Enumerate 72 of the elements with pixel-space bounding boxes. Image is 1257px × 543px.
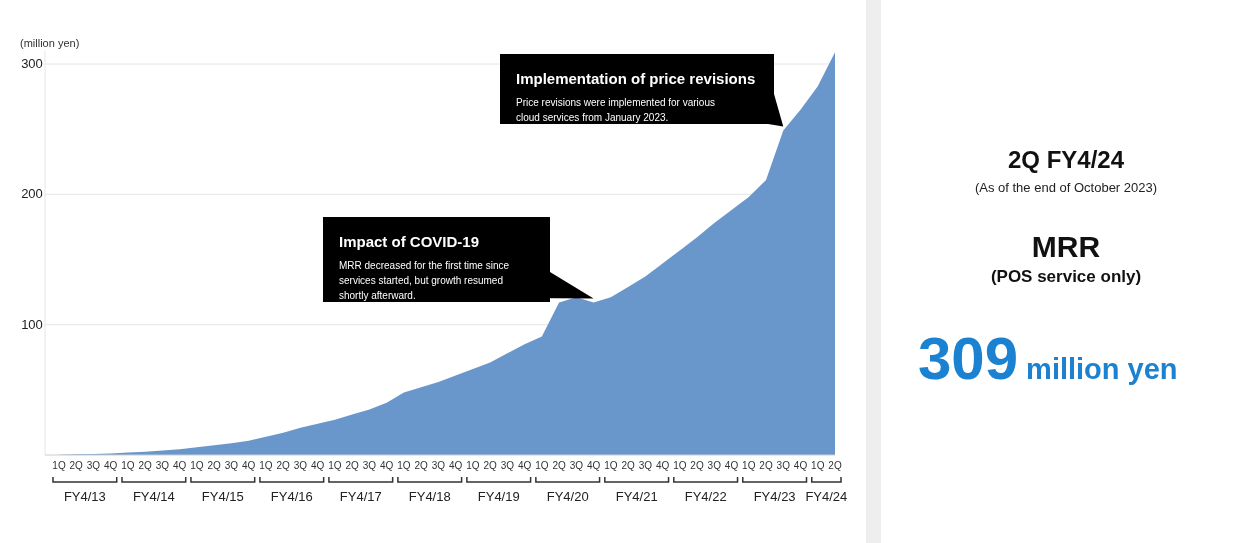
text: MRR (1031, 230, 1101, 263)
x-tick-label: 1Q (811, 460, 825, 471)
x-tick-label: 3Q (86, 460, 101, 471)
text: FY4/23 (753, 489, 796, 504)
text: FY4/18 (408, 489, 451, 504)
text: FY4/19 (477, 489, 520, 504)
x-tick-label: 2Q (207, 460, 222, 471)
x-tick-label: 4Q (379, 460, 394, 471)
text: FY4/16 (270, 489, 313, 504)
x-tick-label: 2Q (552, 460, 566, 471)
x-tick-label: 4Q (104, 460, 118, 471)
x-tick-label: 2Q (828, 460, 842, 471)
text: FY4/13 (63, 489, 106, 504)
x-tick-label: 1Q (52, 460, 66, 471)
y-tick-label: 100 (21, 316, 43, 332)
x-tick-label: 1Q (742, 460, 756, 471)
x-tick-label: 2Q (759, 460, 773, 471)
x-tick-label: 3Q (362, 460, 377, 471)
y-tick-label: 300 (21, 56, 43, 72)
x-tick-label: 3Q (293, 460, 308, 471)
text: 2Q FY4/24 (1007, 146, 1125, 173)
x-tick-label: 2Q (345, 460, 360, 471)
x-tick-label: 1Q (397, 460, 411, 471)
x-tick-label: 3Q (500, 460, 515, 471)
x-tick-label: 1Q (121, 460, 135, 471)
x-tick-label: 4Q (242, 460, 256, 471)
x-tick-label: 1Q (466, 460, 480, 471)
x-tick-label: 3Q (155, 460, 170, 471)
text: FY4/15 (201, 489, 244, 504)
x-tick-label: 2Q (690, 460, 704, 471)
y-tick-label: 200 (21, 186, 43, 202)
x-tick-label: 1Q (190, 460, 204, 471)
text: FY4/21 (615, 489, 658, 504)
annotation: MRR decreased for the first time since services started, but growth resumed shortly afterward. (339, 260, 510, 301)
x-tick-label: 4Q (173, 460, 187, 471)
text: 309 (918, 325, 1019, 392)
x-tick-label: 4Q (724, 460, 739, 471)
x-tick-label: 3Q (707, 460, 722, 471)
text: million yen (1026, 353, 1178, 385)
x-tick-label: 4Q (655, 460, 670, 471)
x-tick-label: 4Q (517, 460, 532, 471)
x-tick-label: 3Q (569, 460, 584, 471)
annotation: Price revisions were implemented for various cloud services from January 2023. (516, 97, 715, 123)
text: FY4/14 (132, 489, 175, 504)
x-tick-label: 1Q (673, 460, 687, 471)
text: FY4/17 (339, 489, 382, 504)
x-tick-label: 4Q (448, 460, 463, 471)
x-tick-label: 3Q (638, 460, 653, 471)
x-tick-label: 4Q (310, 460, 325, 471)
x-tick-label: 1Q (604, 460, 618, 471)
x-tick-label: 1Q (259, 460, 273, 471)
x-tick-label: 1Q (535, 460, 549, 471)
x-tick-label: 4Q (793, 460, 808, 471)
annotation: Implementation of price revisions (516, 70, 756, 87)
x-tick-label: 2Q (483, 460, 497, 471)
annotation: Impact of COVID-19 (339, 233, 480, 250)
x-tick-label: 2Q (138, 460, 153, 471)
x-tick-label: 2Q (69, 460, 84, 471)
x-tick-label: 3Q (431, 460, 446, 471)
x-tick-label: 4Q (586, 460, 601, 471)
x-tick-label: 2Q (414, 460, 429, 471)
y-axis-title: (million yen) (20, 37, 80, 49)
text: FY4/20 (546, 489, 589, 504)
text: (POS service only) (990, 267, 1142, 286)
x-tick-label: 2Q (621, 460, 635, 471)
x-tick-label: 3Q (224, 460, 239, 471)
x-tick-label: 1Q (328, 460, 342, 471)
text: FY4/24 (805, 489, 848, 504)
text: (As of the end of October 2023) (974, 180, 1158, 195)
x-tick-label: 3Q (776, 460, 791, 471)
text: FY4/22 (684, 489, 727, 504)
x-tick-label: 2Q (276, 460, 291, 471)
